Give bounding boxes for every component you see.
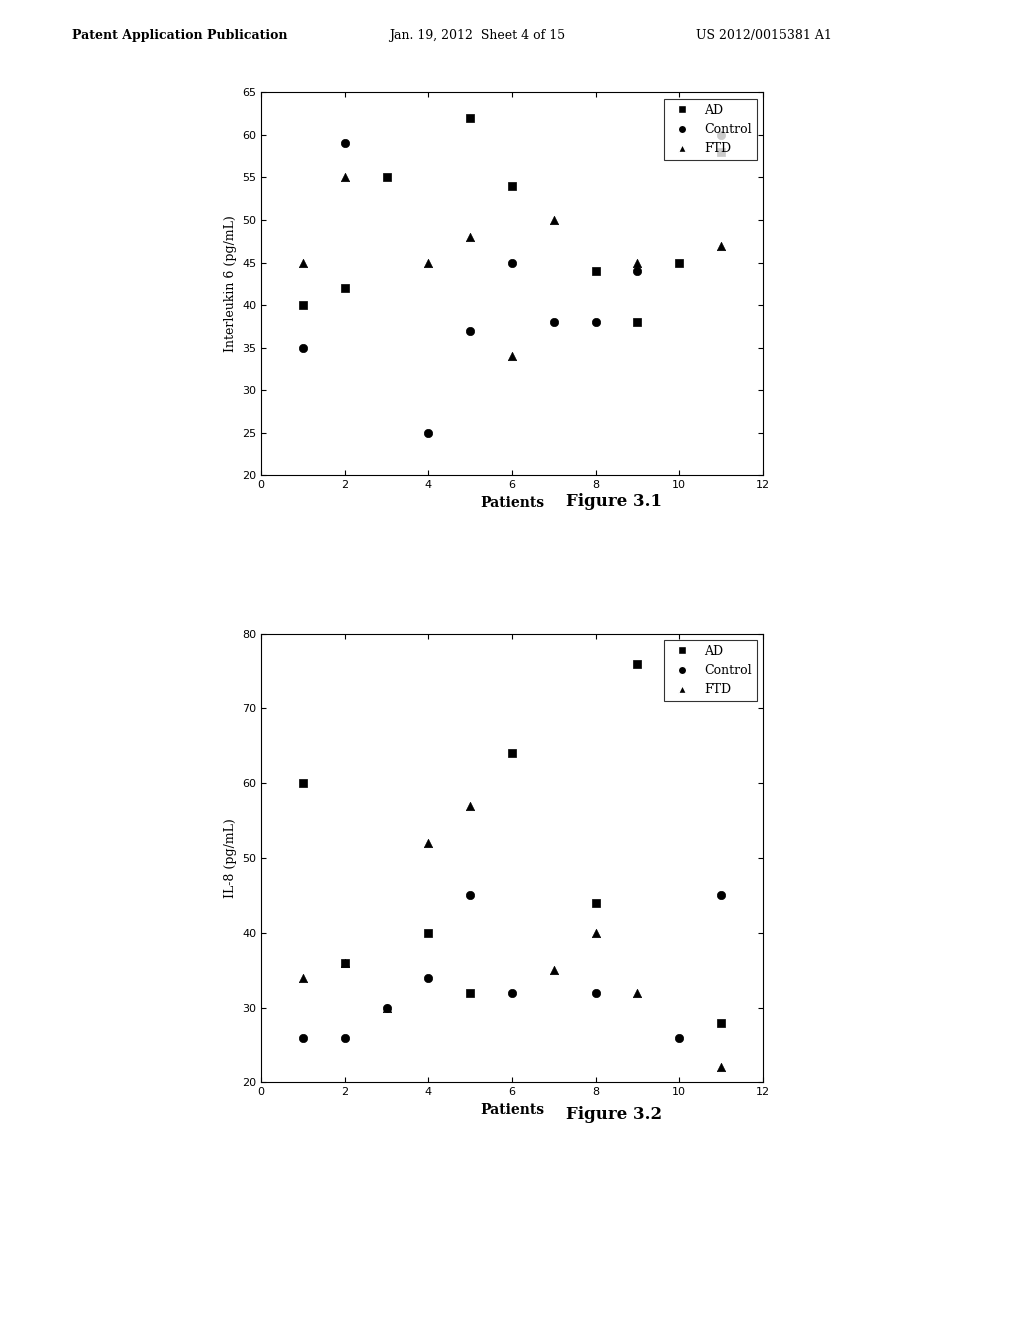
Point xyxy=(295,294,311,315)
Point xyxy=(295,337,311,358)
Point xyxy=(546,312,562,333)
Point xyxy=(337,133,353,154)
Point xyxy=(379,997,395,1018)
Point xyxy=(337,277,353,298)
Point xyxy=(462,884,478,906)
Text: Figure 3.1: Figure 3.1 xyxy=(566,492,663,510)
Point xyxy=(420,252,436,273)
Point xyxy=(379,166,395,187)
Point xyxy=(713,124,729,145)
Point xyxy=(462,227,478,248)
Point xyxy=(713,235,729,256)
Text: Jan. 19, 2012  Sheet 4 of 15: Jan. 19, 2012 Sheet 4 of 15 xyxy=(389,29,565,42)
Y-axis label: IL-8 (pg/mL): IL-8 (pg/mL) xyxy=(223,818,237,898)
Point xyxy=(588,923,604,944)
Point xyxy=(462,107,478,128)
Point xyxy=(671,252,687,273)
Point xyxy=(462,795,478,816)
Point xyxy=(379,997,395,1018)
Point xyxy=(504,743,520,764)
Point xyxy=(629,312,646,333)
Point xyxy=(337,952,353,973)
Text: Figure 3.2: Figure 3.2 xyxy=(566,1106,663,1123)
Point xyxy=(588,982,604,1003)
Legend: AD, Control, FTD: AD, Control, FTD xyxy=(664,99,757,160)
Point xyxy=(546,960,562,981)
Point xyxy=(462,319,478,341)
Point xyxy=(504,252,520,273)
Point xyxy=(629,653,646,675)
Point xyxy=(337,952,353,973)
X-axis label: Patients: Patients xyxy=(480,495,544,510)
X-axis label: Patients: Patients xyxy=(480,1102,544,1117)
Text: Patent Application Publication: Patent Application Publication xyxy=(72,29,287,42)
Point xyxy=(588,312,604,333)
Point xyxy=(295,772,311,793)
Point xyxy=(713,1012,729,1034)
Point xyxy=(504,346,520,367)
Point xyxy=(671,1027,687,1048)
Point xyxy=(420,833,436,854)
Legend: AD, Control, FTD: AD, Control, FTD xyxy=(664,640,757,701)
Point xyxy=(420,968,436,989)
Point xyxy=(462,982,478,1003)
Y-axis label: Interleukin 6 (pg/mL): Interleukin 6 (pg/mL) xyxy=(223,215,237,352)
Point xyxy=(337,166,353,187)
Point xyxy=(713,141,729,162)
Point xyxy=(295,1027,311,1048)
Point xyxy=(629,252,646,273)
Point xyxy=(713,1057,729,1078)
Point xyxy=(295,252,311,273)
Point xyxy=(546,210,562,231)
Point xyxy=(713,884,729,906)
Text: US 2012/0015381 A1: US 2012/0015381 A1 xyxy=(696,29,833,42)
Point xyxy=(504,982,520,1003)
Point xyxy=(420,923,436,944)
Point xyxy=(420,422,436,444)
Point xyxy=(629,260,646,281)
Point xyxy=(588,260,604,281)
Point xyxy=(629,982,646,1003)
Point xyxy=(337,1027,353,1048)
Point xyxy=(504,176,520,197)
Point xyxy=(295,968,311,989)
Point xyxy=(588,892,604,913)
